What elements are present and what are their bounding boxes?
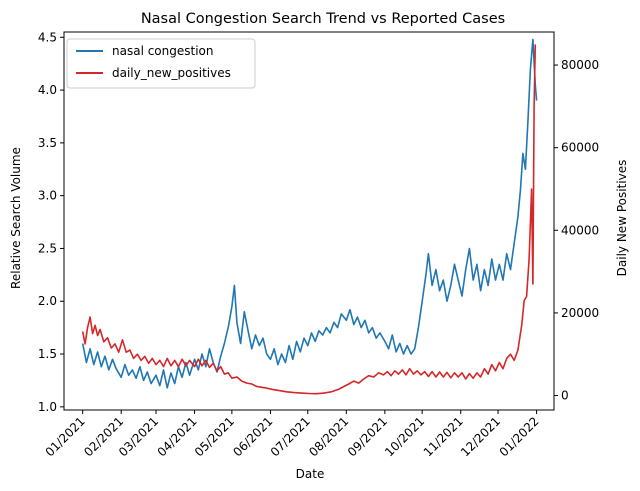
legend-frame bbox=[66, 38, 256, 89]
y-right-tick-label: 60000 bbox=[561, 141, 599, 155]
y-right-tick-label: 40000 bbox=[561, 223, 599, 237]
y-left-tick-label: 4.5 bbox=[38, 30, 57, 44]
chart-title: Nasal Congestion Search Trend vs Reporte… bbox=[141, 11, 505, 27]
y-left-tick-label: 3.0 bbox=[38, 189, 57, 203]
y-axis-right-title: Daily New Positives bbox=[615, 160, 629, 277]
y-left-tick-label: 4.0 bbox=[38, 83, 57, 97]
x-axis-title: Date bbox=[296, 467, 325, 481]
series-line-nasal-congestion bbox=[81, 38, 538, 389]
legend-label-search: nasal congestion bbox=[112, 44, 214, 58]
series-line-daily-new-positives bbox=[81, 44, 537, 395]
y-right-tick-label: 20000 bbox=[561, 306, 599, 320]
y-axis-left-title: Relative Search Volume bbox=[9, 147, 23, 289]
y-right-tick-label: 0 bbox=[561, 389, 569, 403]
y-left-tick-label: 1.5 bbox=[38, 347, 57, 361]
legend: nasal congestion daily_new_positives bbox=[66, 38, 256, 89]
y-left-tick-label: 3.5 bbox=[38, 136, 57, 150]
plot-frame bbox=[63, 31, 555, 411]
y-right-tick-label: 80000 bbox=[561, 58, 599, 72]
y-left-tick-label: 2.5 bbox=[38, 241, 57, 255]
y-left-tick-label: 2.0 bbox=[38, 294, 57, 308]
plot-area bbox=[81, 38, 538, 395]
y-left-tick-label: 1.0 bbox=[38, 400, 57, 414]
legend-label-cases: daily_new_positives bbox=[112, 66, 231, 80]
